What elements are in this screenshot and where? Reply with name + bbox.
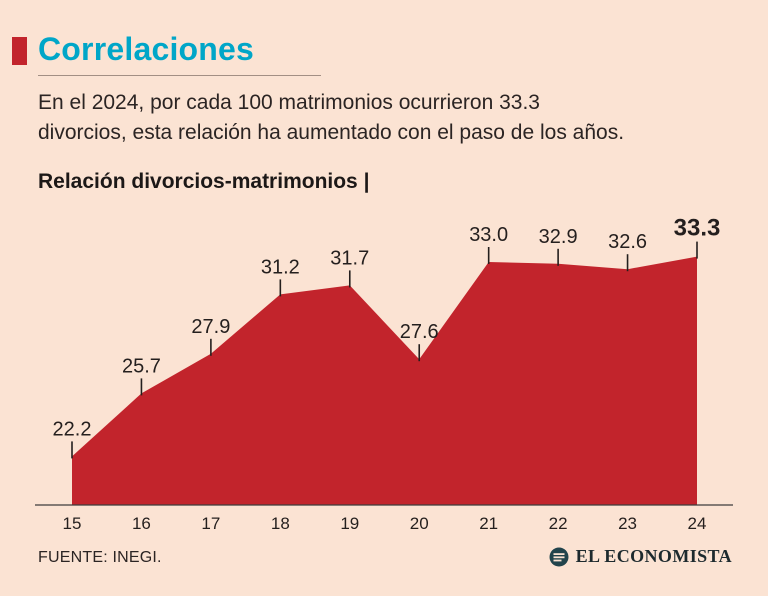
- value-label: 31.7: [330, 247, 369, 269]
- x-tick-label: 21: [479, 514, 498, 533]
- value-label: 31.2: [261, 256, 300, 278]
- subtitle: En el 2024, por cada 100 matrimonios ocu…: [38, 88, 728, 148]
- chart-area: 22.2 15 25.7 16 27.9 17 31.2 18 31.7 19 27.6 20 33.0…: [0, 195, 768, 540]
- brand-name: EL ECONOMISTA: [575, 546, 732, 566]
- header: Correlaciones: [12, 31, 254, 68]
- x-tick-label: 15: [63, 514, 82, 533]
- value-label: 22.2: [53, 418, 92, 440]
- x-tick-label: 24: [688, 514, 707, 533]
- x-tick-label: 16: [132, 514, 151, 533]
- title-rule: [38, 75, 321, 76]
- value-label: 27.6: [400, 321, 439, 343]
- subtitle-line-1: En el 2024, por cada 100 matrimonios ocu…: [38, 91, 540, 114]
- chart-title: Relación divorcios-matrimonios |: [38, 170, 370, 193]
- value-label: 33.0: [469, 224, 508, 246]
- x-tick-label: 17: [201, 514, 220, 533]
- value-label: 33.3: [674, 215, 721, 242]
- value-label: 27.9: [191, 316, 230, 338]
- el-economista-logo-icon: [549, 547, 569, 566]
- title-marker: [12, 37, 27, 65]
- x-tick-label: 22: [549, 514, 568, 533]
- source-text: FUENTE: INEGI.: [38, 549, 162, 566]
- x-tick-label: 19: [340, 514, 359, 533]
- subtitle-line-2: divorcios, esta relación ha aumentado co…: [38, 120, 625, 144]
- x-tick-label: 18: [271, 514, 290, 533]
- value-label: 25.7: [122, 355, 161, 377]
- value-label: 32.6: [608, 231, 647, 253]
- divorce-marriage-area-chart: 22.2 15 25.7 16 27.9 17 31.2 18 31.7 19 27.6 20 33.0…: [35, 215, 733, 533]
- value-label: 32.9: [539, 226, 578, 248]
- page-title: Correlaciones: [38, 31, 255, 67]
- x-tick-label: 23: [618, 514, 637, 533]
- x-tick-label: 20: [410, 514, 429, 533]
- brand: EL ECONOMISTA: [549, 546, 732, 567]
- area-series: [72, 256, 697, 505]
